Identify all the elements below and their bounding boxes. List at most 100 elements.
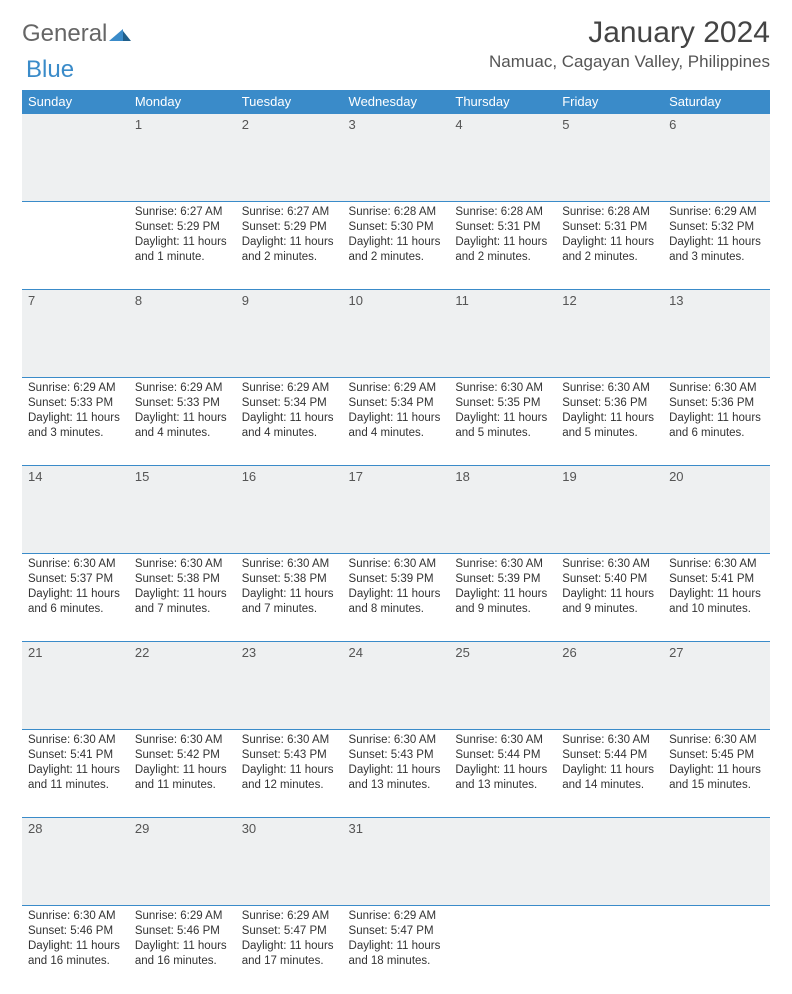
day-number: 3 [343, 114, 450, 202]
daynum-row: 123456 [22, 114, 770, 202]
day-cell: Sunrise: 6:28 AMSunset: 5:31 PMDaylight:… [556, 202, 663, 290]
day-cell: Sunrise: 6:29 AMSunset: 5:34 PMDaylight:… [343, 378, 450, 466]
day-number: 4 [449, 114, 556, 202]
day-number: 18 [449, 466, 556, 554]
location: Namuac, Cagayan Valley, Philippines [489, 52, 770, 72]
day-cell: Sunrise: 6:30 AMSunset: 5:35 PMDaylight:… [449, 378, 556, 466]
daynum-row: 78910111213 [22, 290, 770, 378]
day-details: Sunrise: 6:30 AMSunset: 5:44 PMDaylight:… [455, 733, 550, 793]
day-number: 22 [129, 642, 236, 730]
day-details: Sunrise: 6:30 AMSunset: 5:40 PMDaylight:… [562, 557, 657, 617]
day-cell: Sunrise: 6:30 AMSunset: 5:41 PMDaylight:… [22, 730, 129, 818]
day-number: 5 [556, 114, 663, 202]
content-row: Sunrise: 6:29 AMSunset: 5:33 PMDaylight:… [22, 378, 770, 466]
day-details: Sunrise: 6:27 AMSunset: 5:29 PMDaylight:… [242, 205, 337, 265]
day-number: 28 [22, 818, 129, 906]
day-cell: Sunrise: 6:29 AMSunset: 5:33 PMDaylight:… [129, 378, 236, 466]
day-number: 31 [343, 818, 450, 906]
day-cell [22, 202, 129, 290]
day-number: 16 [236, 466, 343, 554]
day-number: 30 [236, 818, 343, 906]
day-number: 13 [663, 290, 770, 378]
day-details: Sunrise: 6:30 AMSunset: 5:39 PMDaylight:… [349, 557, 444, 617]
logo-text-blue: Blue [26, 56, 74, 83]
day-number: 1 [129, 114, 236, 202]
day-cell: Sunrise: 6:27 AMSunset: 5:29 PMDaylight:… [129, 202, 236, 290]
day-header-row: Sunday Monday Tuesday Wednesday Thursday… [22, 90, 770, 114]
day-number: 14 [22, 466, 129, 554]
day-number [22, 114, 129, 202]
day-cell: Sunrise: 6:29 AMSunset: 5:47 PMDaylight:… [343, 906, 450, 994]
day-details: Sunrise: 6:29 AMSunset: 5:33 PMDaylight:… [135, 381, 230, 441]
day-number: 23 [236, 642, 343, 730]
day-number: 26 [556, 642, 663, 730]
day-details: Sunrise: 6:28 AMSunset: 5:30 PMDaylight:… [349, 205, 444, 265]
day-cell: Sunrise: 6:30 AMSunset: 5:38 PMDaylight:… [129, 554, 236, 642]
day-cell [663, 906, 770, 994]
day-details: Sunrise: 6:29 AMSunset: 5:32 PMDaylight:… [669, 205, 764, 265]
col-sunday: Sunday [22, 90, 129, 114]
day-details: Sunrise: 6:27 AMSunset: 5:29 PMDaylight:… [135, 205, 230, 265]
col-saturday: Saturday [663, 90, 770, 114]
day-details: Sunrise: 6:29 AMSunset: 5:34 PMDaylight:… [349, 381, 444, 441]
day-details: Sunrise: 6:30 AMSunset: 5:45 PMDaylight:… [669, 733, 764, 793]
day-details: Sunrise: 6:30 AMSunset: 5:35 PMDaylight:… [455, 381, 550, 441]
day-cell [449, 906, 556, 994]
day-cell: Sunrise: 6:29 AMSunset: 5:34 PMDaylight:… [236, 378, 343, 466]
day-number: 24 [343, 642, 450, 730]
day-number: 6 [663, 114, 770, 202]
day-cell: Sunrise: 6:30 AMSunset: 5:38 PMDaylight:… [236, 554, 343, 642]
content-row: Sunrise: 6:27 AMSunset: 5:29 PMDaylight:… [22, 202, 770, 290]
calendar-table: Sunday Monday Tuesday Wednesday Thursday… [22, 90, 770, 994]
col-wednesday: Wednesday [343, 90, 450, 114]
day-cell: Sunrise: 6:30 AMSunset: 5:44 PMDaylight:… [449, 730, 556, 818]
day-cell: Sunrise: 6:29 AMSunset: 5:46 PMDaylight:… [129, 906, 236, 994]
day-cell: Sunrise: 6:30 AMSunset: 5:44 PMDaylight:… [556, 730, 663, 818]
col-monday: Monday [129, 90, 236, 114]
day-number: 2 [236, 114, 343, 202]
day-cell: Sunrise: 6:29 AMSunset: 5:32 PMDaylight:… [663, 202, 770, 290]
day-cell: Sunrise: 6:30 AMSunset: 5:40 PMDaylight:… [556, 554, 663, 642]
logo-mark-icon [109, 20, 131, 48]
day-cell: Sunrise: 6:29 AMSunset: 5:47 PMDaylight:… [236, 906, 343, 994]
day-cell: Sunrise: 6:30 AMSunset: 5:46 PMDaylight:… [22, 906, 129, 994]
day-number: 20 [663, 466, 770, 554]
day-details: Sunrise: 6:29 AMSunset: 5:46 PMDaylight:… [135, 909, 230, 969]
day-number: 25 [449, 642, 556, 730]
col-thursday: Thursday [449, 90, 556, 114]
day-number: 8 [129, 290, 236, 378]
daynum-row: 14151617181920 [22, 466, 770, 554]
day-details: Sunrise: 6:29 AMSunset: 5:47 PMDaylight:… [242, 909, 337, 969]
day-cell: Sunrise: 6:30 AMSunset: 5:39 PMDaylight:… [449, 554, 556, 642]
title-block: January 2024 Namuac, Cagayan Valley, Phi… [489, 16, 770, 72]
day-details: Sunrise: 6:30 AMSunset: 5:46 PMDaylight:… [28, 909, 123, 969]
day-number: 9 [236, 290, 343, 378]
day-details: Sunrise: 6:29 AMSunset: 5:33 PMDaylight:… [28, 381, 123, 441]
day-number [663, 818, 770, 906]
day-number: 21 [22, 642, 129, 730]
day-cell: Sunrise: 6:30 AMSunset: 5:36 PMDaylight:… [556, 378, 663, 466]
day-details: Sunrise: 6:30 AMSunset: 5:44 PMDaylight:… [562, 733, 657, 793]
day-cell: Sunrise: 6:30 AMSunset: 5:41 PMDaylight:… [663, 554, 770, 642]
day-details: Sunrise: 6:30 AMSunset: 5:38 PMDaylight:… [242, 557, 337, 617]
day-number: 15 [129, 466, 236, 554]
day-number: 12 [556, 290, 663, 378]
day-details: Sunrise: 6:30 AMSunset: 5:37 PMDaylight:… [28, 557, 123, 617]
col-friday: Friday [556, 90, 663, 114]
day-details: Sunrise: 6:29 AMSunset: 5:47 PMDaylight:… [349, 909, 444, 969]
day-details: Sunrise: 6:30 AMSunset: 5:36 PMDaylight:… [669, 381, 764, 441]
day-details: Sunrise: 6:30 AMSunset: 5:42 PMDaylight:… [135, 733, 230, 793]
day-number: 7 [22, 290, 129, 378]
day-cell: Sunrise: 6:30 AMSunset: 5:39 PMDaylight:… [343, 554, 450, 642]
day-details: Sunrise: 6:30 AMSunset: 5:39 PMDaylight:… [455, 557, 550, 617]
day-cell: Sunrise: 6:30 AMSunset: 5:43 PMDaylight:… [343, 730, 450, 818]
day-details: Sunrise: 6:30 AMSunset: 5:41 PMDaylight:… [28, 733, 123, 793]
month-title: January 2024 [489, 16, 770, 50]
day-cell [556, 906, 663, 994]
col-tuesday: Tuesday [236, 90, 343, 114]
day-details: Sunrise: 6:28 AMSunset: 5:31 PMDaylight:… [562, 205, 657, 265]
day-number [449, 818, 556, 906]
day-details: Sunrise: 6:30 AMSunset: 5:36 PMDaylight:… [562, 381, 657, 441]
day-number: 19 [556, 466, 663, 554]
content-row: Sunrise: 6:30 AMSunset: 5:46 PMDaylight:… [22, 906, 770, 994]
